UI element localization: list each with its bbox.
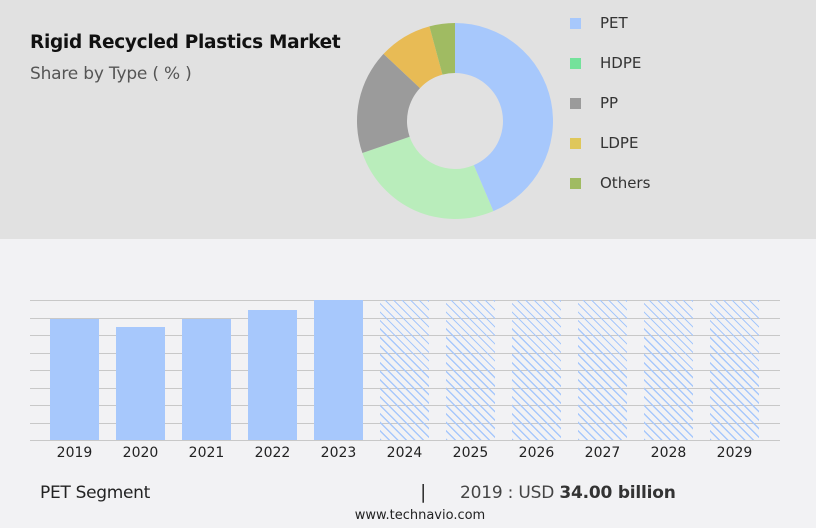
donut-slice-hdpe <box>362 136 494 219</box>
segment-label: PET Segment <box>40 483 150 503</box>
x-axis-label: 2020 <box>122 445 159 461</box>
legend-swatch-icon <box>570 17 581 29</box>
legend-label: LDPE <box>600 134 639 152</box>
bar-2021 <box>182 319 231 440</box>
x-axis-label: 2024 <box>386 445 423 461</box>
donut-chart <box>357 23 553 219</box>
legend-swatch-icon <box>570 137 581 149</box>
x-axis-label: 2023 <box>320 445 357 461</box>
x-axis-label: 2021 <box>188 445 225 461</box>
bar-2023 <box>314 300 363 440</box>
chart-title: Rigid Recycled Plastics Market <box>30 32 341 53</box>
legend-item-pet: PET <box>570 12 628 34</box>
value-amount: 34.00 billion <box>559 483 676 503</box>
legend-swatch-icon <box>570 57 581 69</box>
chart-subtitle: Share by Type ( % ) <box>30 64 192 84</box>
x-axis-label: 2019 <box>56 445 93 461</box>
bar-2020 <box>116 327 165 440</box>
value-prefix: 2019 : USD <box>460 483 560 503</box>
legend-item-hdpe: HDPE <box>570 52 641 74</box>
donut-slice-ldpe <box>383 26 443 89</box>
legend-label: HDPE <box>600 54 642 72</box>
bar-2029 <box>710 300 759 440</box>
bar-2027 <box>578 300 627 440</box>
legend-item-pp: PP <box>570 92 618 114</box>
legend-label: PP <box>600 94 619 112</box>
bar-chart: 2019 2020 2021 2022 2023 2024 2025 2026 2027 2028… <box>0 290 816 470</box>
bar-2022 <box>248 310 297 440</box>
top-panel: Rigid Recycled Plastics Market Share by … <box>0 0 816 239</box>
legend-label: Others <box>600 174 651 192</box>
footer-divider: | <box>420 481 427 503</box>
x-axis-baseline <box>30 440 780 441</box>
bar-2019 <box>50 319 99 440</box>
legend-swatch-icon <box>570 97 581 109</box>
segment-value: 2019 : USD 34.00 billion <box>460 483 676 503</box>
donut-slice-others <box>429 23 455 75</box>
donut-slice-pet <box>455 23 553 212</box>
x-axis-label: 2022 <box>254 445 291 461</box>
x-axis-label: 2025 <box>452 445 489 461</box>
legend-item-ldpe: LDPE <box>570 132 638 154</box>
donut-slice-pp <box>357 53 421 154</box>
x-axis-label: 2029 <box>716 445 753 461</box>
legend-swatch-icon <box>570 177 581 189</box>
bar-2024 <box>380 300 429 440</box>
legend-item-others: Others <box>570 172 650 194</box>
bar-2025 <box>446 300 495 440</box>
bar-2028 <box>644 300 693 440</box>
x-axis-label: 2028 <box>650 445 687 461</box>
legend-label: PET <box>600 14 628 32</box>
x-axis-label: 2026 <box>518 445 555 461</box>
x-axis-label: 2027 <box>584 445 621 461</box>
source-url: www.technavio.com <box>354 508 486 523</box>
bar-2026 <box>512 300 561 440</box>
